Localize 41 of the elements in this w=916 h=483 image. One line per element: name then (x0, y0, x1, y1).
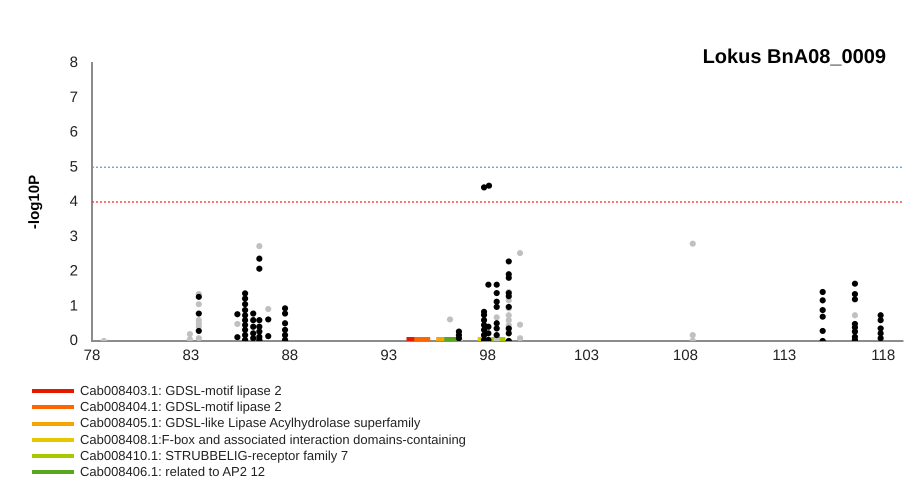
chart-title: Lokus BnA08_0009 (702, 46, 886, 69)
point (256, 243, 262, 250)
point (516, 335, 524, 341)
x-tick-label: 98 (479, 347, 496, 364)
point (516, 250, 524, 256)
x-tick-label: 93 (380, 347, 398, 364)
y-tick-label: 8 (70, 54, 78, 72)
legend-label: Cab008405.1: GDSL-like Lipase Acylhydrolase superfamily (80, 415, 420, 432)
x-tick-label: 108 (672, 347, 698, 364)
legend-label: Cab008406.1: related to AP2 12 (80, 464, 266, 480)
point (494, 314, 500, 320)
y-tick-label: 7 (70, 88, 78, 106)
legend-label: Cab008410.1: STRUBBELIG-receptor family 7 (80, 448, 348, 464)
x-tick-label: 113 (772, 347, 796, 364)
legend-label: Cab008403.1: GDSL-motif lipase 2 (80, 383, 282, 400)
x-tick-label: 88 (281, 347, 298, 364)
point (690, 332, 696, 338)
y-tick-label: 2 (70, 262, 78, 280)
y-tick-label: 6 (70, 124, 78, 141)
x-tick-label: 103 (574, 347, 600, 364)
y-tick-label: 3 (70, 228, 78, 245)
legend-label: Cab008408.1:F-box and associated interaction domains-containing (80, 432, 466, 448)
y-tick-label: 5 (70, 158, 78, 176)
y-tick-label: 1 (70, 297, 78, 314)
point (186, 336, 194, 341)
x-tick-label: 78 (84, 347, 100, 364)
point (234, 320, 240, 328)
point (852, 312, 858, 318)
y-tick-label: 0 (70, 332, 78, 350)
legend-label: Cab008404.1: GDSL-motif lipase 2 (80, 399, 282, 416)
point (516, 322, 524, 328)
y-tick-label: 4 (70, 193, 78, 210)
point (196, 335, 202, 341)
point (196, 301, 202, 308)
x-tick-label: 83 (182, 347, 200, 364)
x-tick-label: 118 (871, 347, 896, 364)
y-axis-title: -log10P (26, 174, 44, 230)
point (446, 316, 454, 323)
point (265, 306, 272, 312)
point (690, 240, 696, 247)
point (186, 330, 194, 338)
